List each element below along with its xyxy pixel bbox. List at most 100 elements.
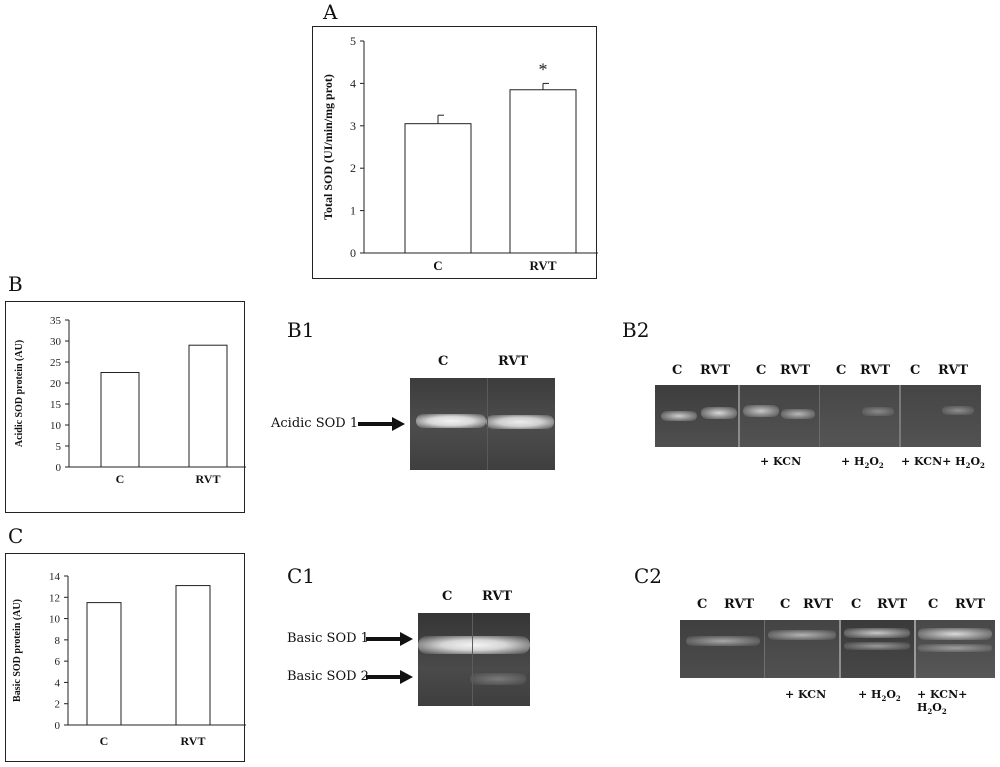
c2-lane-label: RVT xyxy=(877,597,908,612)
gel-band xyxy=(686,636,760,646)
chart-a-frame: 0 1 2 3 4 5 C * RVT Total SOD (UI/min/mg prot) xyxy=(312,26,598,279)
y-tick-label: 5 xyxy=(350,34,356,48)
b1-lane-label: RVT xyxy=(498,354,529,369)
b2-lane-label: RVT xyxy=(700,363,731,378)
gel-band xyxy=(942,406,974,415)
y-axis-label: Basic SOD protein (AU) xyxy=(12,599,23,702)
gel-b1 xyxy=(410,378,555,470)
y-tick-label: 10 xyxy=(49,614,61,626)
c2-lane-label: C xyxy=(697,597,708,612)
panel-label-b: B xyxy=(8,272,23,296)
gel-band xyxy=(743,405,779,417)
panel-label-b1: B1 xyxy=(287,318,315,342)
b2-lane-label: C xyxy=(910,363,921,378)
y-tick-label: 25 xyxy=(50,357,62,369)
chart-c-frame: 0 2 4 6 8 10 12 14 C RVT Basic SOD protein (AU) xyxy=(5,553,246,762)
b2-treatment-h2o2: + H2O2 xyxy=(841,455,884,471)
b2-lane-label: C xyxy=(672,363,683,378)
gel-band xyxy=(862,407,894,416)
chart-c: 0 2 4 6 8 10 12 14 C RVT Basic SOD protein (AU) xyxy=(12,571,246,748)
gel-band xyxy=(486,415,554,429)
bar xyxy=(175,585,211,726)
x-tick-label: C xyxy=(100,734,109,748)
b1-arrow-icon xyxy=(358,417,405,431)
panel-label-c2: C2 xyxy=(634,564,663,588)
x-tick-label: C xyxy=(433,258,442,273)
x-tick-label: C xyxy=(116,472,125,486)
y-tick-label: 2 xyxy=(55,699,61,711)
gel-band xyxy=(661,411,697,421)
y-tick-label: 35 xyxy=(50,315,62,327)
gel-band xyxy=(781,409,815,419)
y-tick-label: 6 xyxy=(55,656,61,668)
x-tick-label: RVT xyxy=(196,472,221,486)
c1-band-label: Basic SOD 1 xyxy=(287,631,369,646)
b1-band-label: Acidic SOD 1 xyxy=(271,416,359,431)
b2-lane-label: C xyxy=(836,363,847,378)
bar xyxy=(188,344,228,468)
c2-lane-label: C xyxy=(851,597,862,612)
b2-lane-label: C xyxy=(756,363,767,378)
gel-band xyxy=(768,630,836,640)
gel-band xyxy=(701,407,737,419)
y-tick-label: 15 xyxy=(50,399,62,411)
y-tick-label: 4 xyxy=(55,677,61,689)
x-tick-label: RVT xyxy=(530,258,557,273)
y-tick-label: 0 xyxy=(55,720,61,732)
y-tick-label: 0 xyxy=(56,462,62,474)
gel-band xyxy=(918,628,992,640)
c2-lane-label: RVT xyxy=(724,597,755,612)
y-tick-label: 12 xyxy=(49,592,60,604)
panel-label-c1: C1 xyxy=(287,564,316,588)
y-tick-label: 5 xyxy=(56,441,62,453)
y-tick-label: 0 xyxy=(350,246,356,260)
y-tick-label: 8 xyxy=(55,635,61,647)
gel-band xyxy=(918,644,992,652)
b2-lane-label: RVT xyxy=(860,363,891,378)
b1-lane-label: C xyxy=(438,354,449,369)
y-tick-label: 4 xyxy=(350,76,356,90)
bar xyxy=(509,89,577,254)
panel-label-a: A xyxy=(323,0,338,24)
y-axis-label: Total SOD (UI/min/mg prot) xyxy=(321,74,335,220)
y-tick-label: 30 xyxy=(50,336,62,348)
significance-label: * xyxy=(539,59,548,79)
y-tick-label: 2 xyxy=(350,161,356,175)
b2-lane-label: RVT xyxy=(938,363,969,378)
y-tick-label: 10 xyxy=(50,420,62,432)
gel-band xyxy=(418,636,530,654)
gel-band xyxy=(844,628,910,638)
c2-treatment-kcn: + KCN xyxy=(785,688,827,701)
bar xyxy=(86,602,122,726)
x-tick-label: RVT xyxy=(181,734,206,748)
panel-label-c: C xyxy=(8,524,24,548)
c1-arrow-icon xyxy=(366,670,413,684)
y-tick-label: 14 xyxy=(49,571,61,583)
y-tick-label: 3 xyxy=(350,119,356,133)
bar xyxy=(100,372,140,468)
panel-label-b2: B2 xyxy=(622,318,650,342)
b2-treatment-kcn: + KCN xyxy=(760,455,802,468)
gel-band xyxy=(470,673,526,685)
bar xyxy=(404,123,472,254)
gel-c2 xyxy=(680,620,995,678)
gel-b2 xyxy=(655,385,981,447)
y-axis-label: Acidic SOD protein (AU) xyxy=(14,340,25,447)
gel-c1 xyxy=(418,613,530,706)
b2-lane-label: RVT xyxy=(780,363,811,378)
c2-lane-label: C xyxy=(780,597,791,612)
chart-a: 0 1 2 3 4 5 C * RVT Total SOD (UI/min/mg prot) xyxy=(321,34,598,273)
b2-treatment-kcn-h2o2: + KCN+ H2O2 xyxy=(901,455,985,471)
y-tick-label: 1 xyxy=(350,204,356,218)
chart-b-frame: 0 5 10 15 20 25 30 35 C RVT Acidic SOD protein (AU… xyxy=(5,301,246,513)
c1-band-label: Basic SOD 2 xyxy=(287,669,369,684)
c2-treatment-h2o2: + H2O2 xyxy=(858,688,901,704)
c1-arrow-icon xyxy=(366,632,413,646)
c2-lane-label: RVT xyxy=(955,597,986,612)
c2-lane-label: RVT xyxy=(803,597,834,612)
c1-lane-label: C xyxy=(442,589,453,604)
c1-lane-label: RVT xyxy=(482,589,513,604)
c2-lane-label: C xyxy=(928,597,939,612)
gel-band xyxy=(416,414,486,428)
c2-treatment-kcn-h2o2: + KCN+ H2O2 xyxy=(917,688,968,717)
